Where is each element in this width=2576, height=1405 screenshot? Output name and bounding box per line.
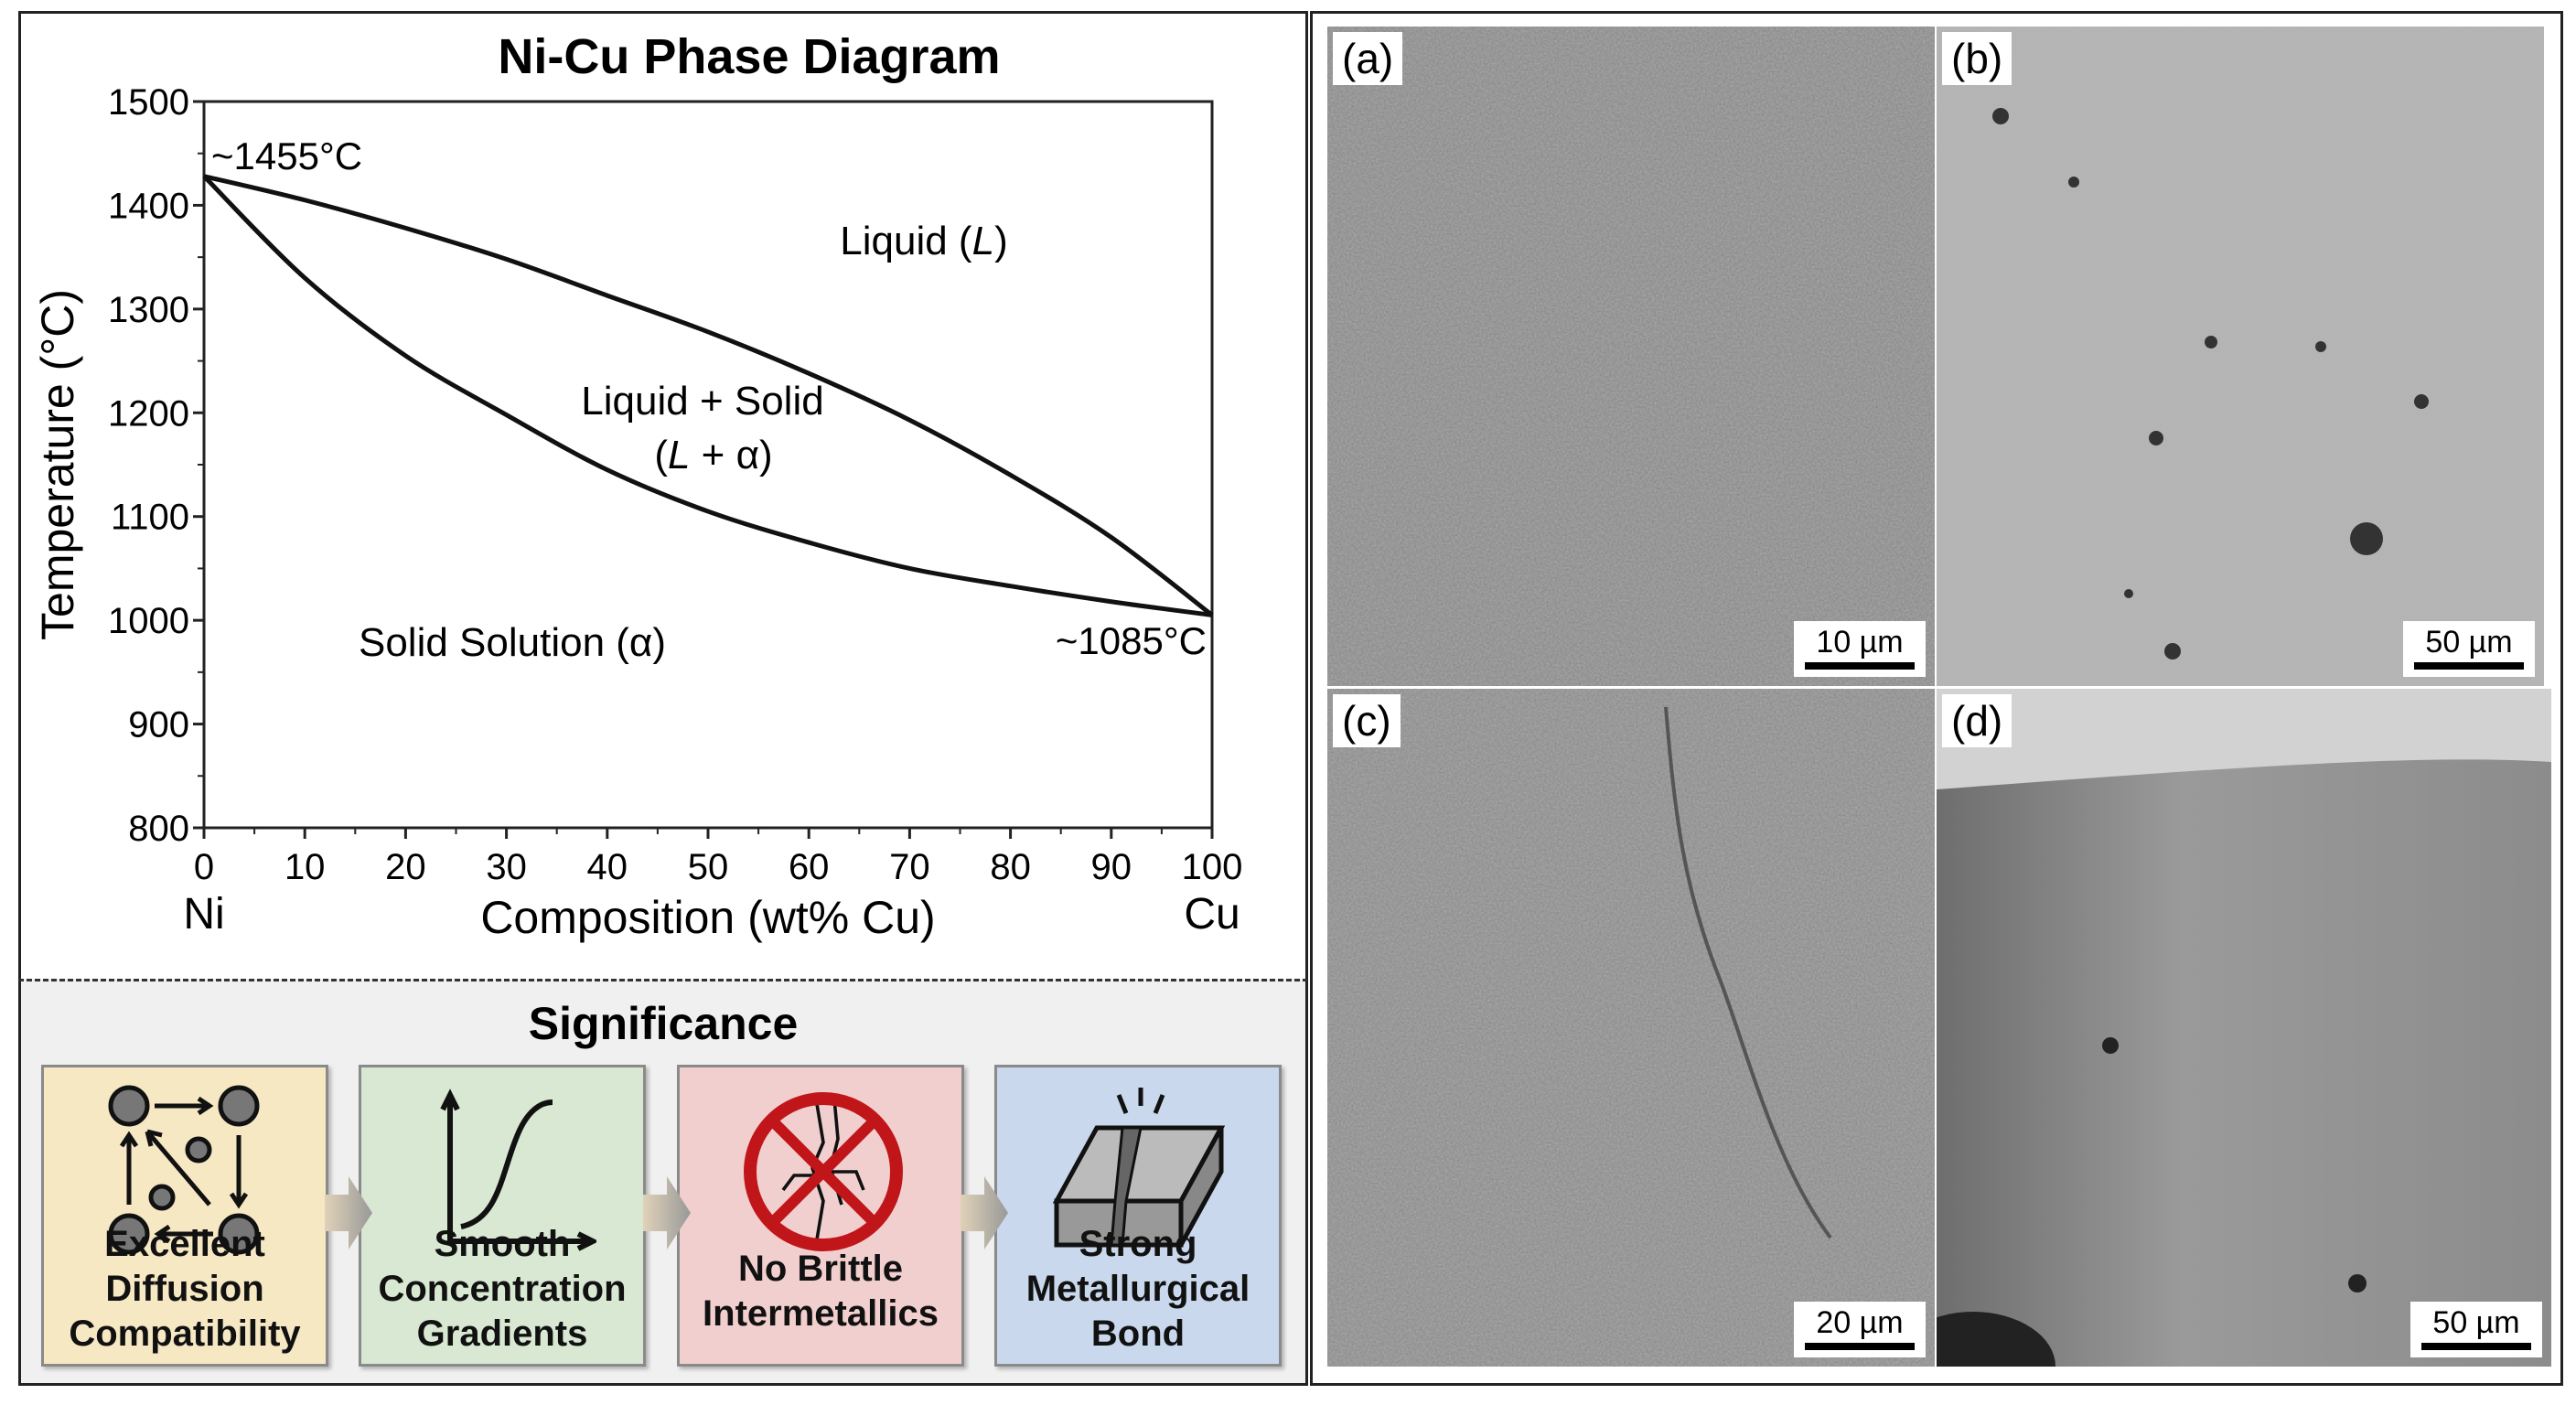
y-tick-label: 1400	[108, 186, 189, 226]
y-tick-label: 1200	[108, 393, 189, 434]
x-axis-label: Composition (wt% Cu)	[480, 892, 935, 943]
scale-bar-label: 20 µm	[1816, 1305, 1904, 1340]
s-curve-graph-icon	[440, 1089, 596, 1251]
y-tick-label: 900	[128, 705, 189, 745]
x-tick-label: 0	[194, 847, 214, 887]
card-label-line: Metallurgical	[1025, 1269, 1250, 1309]
micrograph-c: (c) 20 µm	[1327, 689, 1935, 1367]
card-label-line: Smooth	[434, 1224, 571, 1264]
two-phase-region-symbol: (L + α)	[654, 433, 772, 477]
y-tick-label: 800	[128, 809, 189, 849]
label-part: Liquid (	[840, 219, 972, 263]
card-label-line: Intermetallics	[703, 1293, 939, 1334]
micrograph-a: (a) 10 µm	[1327, 27, 1935, 686]
panel-label: (c)	[1333, 694, 1401, 747]
label-part: )	[994, 219, 1008, 263]
card-label-line: Compatibility	[69, 1314, 301, 1354]
solidus-curve	[202, 174, 1213, 617]
x-end-label-ni: Ni	[183, 890, 224, 938]
atom-diffusion-icon	[108, 1085, 260, 1255]
label-part: (	[654, 433, 668, 477]
panel-label: (a)	[1333, 32, 1403, 85]
x-tick-label: 10	[284, 847, 326, 887]
card-label-line: Diffusion	[105, 1269, 264, 1309]
card-label-line: Strong	[1079, 1224, 1197, 1264]
micrograph-d: (d) 50 µm	[1937, 689, 2551, 1367]
card-label-line: Bond	[1090, 1314, 1186, 1354]
flow-arrow-icon	[325, 1176, 372, 1249]
card-gradients: Smooth Concentration Gradients	[359, 1065, 646, 1367]
label-part: L	[972, 219, 994, 263]
scale-bar-label: 50 µm	[2432, 1305, 2520, 1340]
ni-melting-annotation: ~1455°C	[211, 134, 362, 177]
scale-bar: 10 µm	[1794, 621, 1926, 677]
y-tick-label: 1000	[108, 601, 189, 641]
flow-arrow-icon	[643, 1176, 691, 1249]
x-tick-label: 60	[789, 847, 830, 887]
y-tick-label: 1300	[108, 290, 189, 330]
significance-title: Significance	[528, 998, 799, 1049]
solid-region-label: Solid Solution (α)	[359, 620, 666, 665]
label-part: + α)	[690, 433, 772, 477]
card-bond: Strong Metallurgical Bond	[994, 1065, 1282, 1367]
scale-bar: 50 µm	[2403, 621, 2535, 677]
x-tick-label: 90	[1091, 847, 1132, 887]
x-tick-label: 50	[688, 847, 729, 887]
y-tick-label: 1100	[111, 498, 189, 538]
no-crack-icon	[744, 1092, 903, 1251]
panel-label: (b)	[1942, 32, 2012, 85]
liquidus-curve	[203, 174, 1214, 617]
scale-bar: 50 µm	[2410, 1302, 2542, 1357]
card-diffusion: Excellent Diffusion Compatibility	[41, 1065, 328, 1367]
x-tick-label: 80	[990, 847, 1031, 887]
x-tick-label: 20	[385, 847, 426, 887]
chart-title: Ni-Cu Phase Diagram	[498, 29, 1000, 84]
phase-diagram-chart: Ni-Cu Phase Diagram800900100011001200130…	[32, 29, 1243, 943]
micrograph-b: (b) 50 µm	[1937, 27, 2544, 686]
flow-arrow-icon	[961, 1176, 1008, 1249]
scale-bar-label: 50 µm	[2425, 625, 2513, 660]
card-intermetallics: No Brittle Intermetallics	[677, 1065, 964, 1367]
x-tick-label: 40	[587, 847, 628, 887]
x-tick-label: 100	[1182, 847, 1243, 887]
liquid-region-label: Liquid (L)	[840, 219, 1007, 263]
panel-label: (d)	[1942, 694, 2012, 747]
scale-bar: 20 µm	[1794, 1302, 1926, 1357]
label-part: L	[668, 433, 690, 477]
y-axis-label: Temperature (°C)	[32, 289, 83, 640]
x-tick-label: 30	[486, 847, 527, 887]
card-label-line: Concentration	[378, 1269, 627, 1309]
cu-melting-annotation: ~1085°C	[1056, 619, 1207, 662]
card-label-line: Gradients	[416, 1314, 588, 1354]
card-label-line: No Brittle	[738, 1249, 903, 1289]
y-tick-label: 1500	[108, 82, 189, 123]
two-phase-region-label: Liquid + Solid	[581, 379, 823, 424]
bonded-block-icon	[1052, 1088, 1226, 1248]
x-tick-label: 70	[889, 847, 930, 887]
scale-bar-label: 10 µm	[1816, 625, 1904, 660]
x-end-label-cu: Cu	[1184, 890, 1240, 938]
card-label-line: Excellent	[104, 1224, 265, 1264]
